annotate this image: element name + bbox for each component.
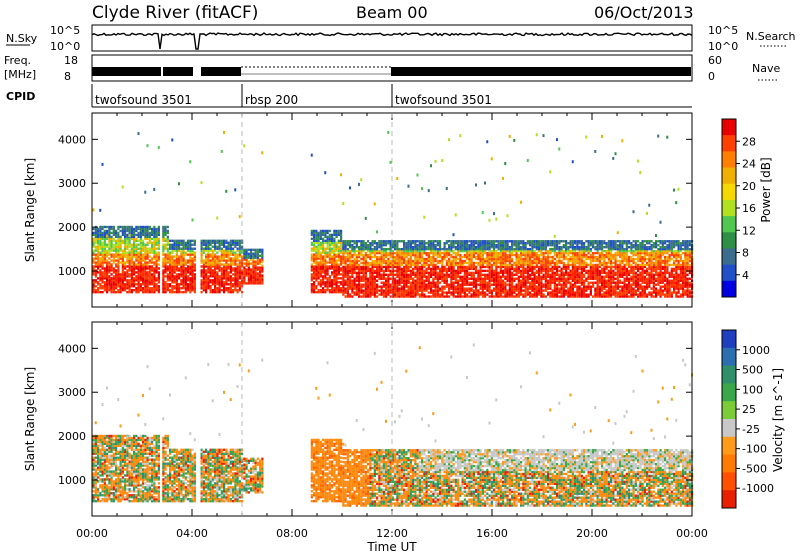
colorbar-tick-label: -25	[742, 423, 760, 436]
x-axis-label: Time UT	[366, 540, 417, 554]
velocity-cbar-label: Velocity [m s^-1]	[771, 368, 785, 472]
nsky-label: N.Sky	[6, 32, 38, 45]
nave-tick-bottom: 0	[708, 70, 715, 83]
velocity-ylabel: Slant Range [km]	[23, 367, 37, 471]
nave-tick-top: 60	[708, 54, 722, 67]
date-title: 06/Oct/2013	[594, 3, 694, 22]
y-tick-label: 1000	[58, 265, 86, 278]
cpid-segment-label: twofsound 3501	[95, 93, 192, 107]
beam-title: Beam 00	[356, 3, 428, 22]
nsky-tick-top: 10^5	[50, 24, 80, 37]
freq-tick-top: 18	[64, 54, 78, 67]
power-colorbar: 28 24 20 16 12 8 4	[721, 118, 756, 298]
cpid-segment-label: rbsp 200	[245, 93, 298, 107]
colorbar-tick-label: -1000	[742, 482, 774, 495]
colorbar-tick-label: -500	[742, 462, 767, 475]
colorbar-tick-label: 20	[742, 180, 756, 193]
nsearch-tick-top: 10^5	[708, 24, 738, 37]
y-tick-label: 3000	[58, 177, 86, 190]
colorbar-tick-label: 16	[742, 202, 756, 215]
cpid-bar: twofsound 3501 rbsp 200 twofsound 3501	[91, 84, 692, 108]
colorbar-tick-label: 100	[742, 383, 763, 396]
nsky-panel: N.Sky 10^5 10^0 10^5 10^0 N.Search	[6, 24, 796, 53]
power-ylabel: Slant Range [km]	[23, 158, 37, 262]
velocity-panel: 1000 2000 3000 4000 Slant Range [km] 1000 50…	[23, 321, 785, 517]
colorbar-tick-label: 1000	[742, 344, 770, 357]
velocity-colorbar: 1000 500 100 25 -25 -100 -500 -1000	[721, 329, 774, 509]
y-tick-label: 1000	[58, 474, 86, 487]
x-tick-labels: 00:00 04:00 08:00 12:00 16:00 20:00 00:00	[76, 527, 708, 540]
y-tick-label: 2000	[58, 430, 86, 443]
cpid-label: CPID	[6, 90, 35, 103]
nsky-tick-bottom: 10^0	[50, 40, 80, 53]
x-tick-label: 20:00	[576, 527, 608, 540]
station-title: Clyde River (fitACF)	[92, 3, 258, 23]
colorbar-tick-label: 24	[742, 158, 756, 171]
colorbar-tick-label: 28	[742, 135, 756, 148]
nsky-trace	[91, 32, 693, 50]
x-tick-label: 04:00	[176, 527, 208, 540]
colorbar-tick-label: 4	[742, 269, 749, 282]
colorbar-tick-label: 12	[742, 224, 756, 237]
power-panel: 1000 2000 3000 4000 Slant Range [km] 28 24 20…	[23, 112, 773, 308]
cpid-segment-label: twofsound 3501	[395, 93, 492, 107]
nsearch-label: N.Search	[746, 30, 796, 43]
x-tick-label: 08:00	[276, 527, 308, 540]
power-cbar-label: Power [dB]	[759, 157, 773, 222]
freq-panel: Freq. [MHz] 18 8 60 0 Nave	[4, 54, 780, 83]
velocity-data	[92, 343, 694, 507]
colorbar-tick-label: 500	[742, 364, 763, 377]
colorbar-tick-label: -100	[742, 443, 767, 456]
colorbar-tick-label: 25	[742, 403, 756, 416]
y-tick-label: 2000	[58, 221, 86, 234]
y-tick-label: 3000	[58, 386, 86, 399]
power-data	[92, 130, 694, 298]
nave-label: Nave	[752, 62, 780, 75]
y-tick-label: 4000	[58, 342, 86, 355]
y-tick-label: 4000	[58, 133, 86, 146]
freq-label-2: [MHz]	[4, 68, 36, 81]
x-tick-label: 00:00	[676, 527, 708, 540]
x-tick-label: 12:00	[376, 527, 408, 540]
x-tick-label: 16:00	[476, 527, 508, 540]
nsearch-tick-bottom: 10^0	[708, 40, 738, 53]
freq-tick-bottom: 8	[64, 70, 71, 83]
x-tick-label: 00:00	[76, 527, 108, 540]
colorbar-tick-label: 8	[742, 247, 749, 260]
freq-label-1: Freq.	[4, 54, 31, 67]
